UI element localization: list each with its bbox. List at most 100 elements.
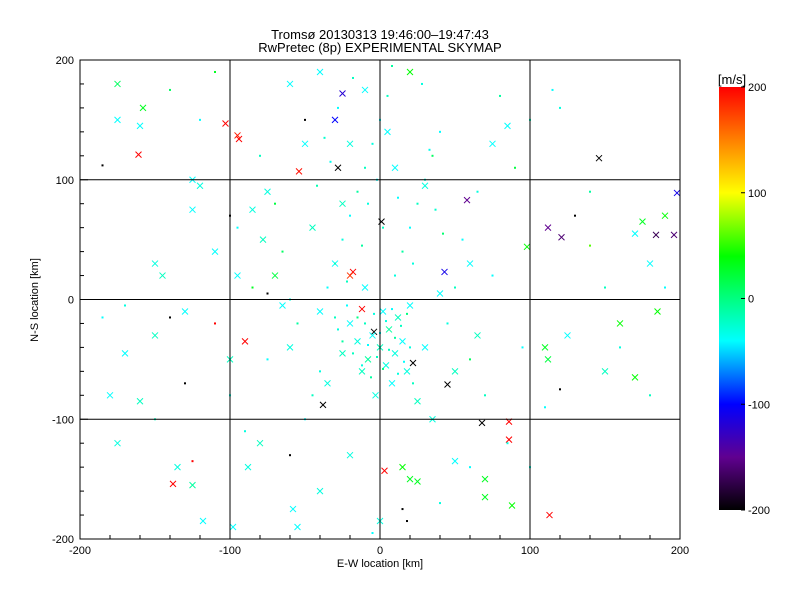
- cross-marker: [286, 80, 294, 88]
- cross-marker: [463, 196, 471, 204]
- cross-marker: [294, 523, 301, 531]
- dot-marker: [334, 262, 336, 265]
- cross-marker: [114, 116, 121, 124]
- dot-marker: [439, 502, 441, 505]
- cross-marker: [309, 224, 316, 232]
- dot-marker: [124, 304, 126, 307]
- cross-marker: [385, 326, 393, 333]
- colorbar-tick-label: 200: [748, 82, 766, 94]
- dot-marker: [506, 442, 509, 445]
- dot-marker: [376, 355, 378, 358]
- dot-marker: [491, 274, 494, 277]
- cross-marker: [121, 350, 129, 357]
- cross-marker: [319, 401, 327, 409]
- dot-marker: [397, 372, 399, 375]
- cross-marker: [256, 439, 264, 447]
- cross-marker: [324, 379, 331, 387]
- cross-marker: [106, 391, 114, 399]
- cross-marker: [136, 397, 144, 405]
- dot-marker: [266, 292, 269, 295]
- cross-marker: [436, 290, 444, 297]
- x-axis-label: E-W location [km]: [337, 558, 423, 570]
- x-tick-label: -200: [69, 545, 91, 557]
- dot-marker: [319, 370, 321, 373]
- colorbar-tick-label: -200: [748, 505, 770, 517]
- dot-marker: [544, 406, 546, 409]
- colorbar: [719, 87, 745, 510]
- cross-marker: [334, 164, 342, 172]
- cross-marker: [391, 350, 399, 357]
- dot-marker: [499, 94, 501, 97]
- cross-marker: [564, 332, 571, 339]
- cross-marker: [346, 320, 354, 327]
- dot-marker: [259, 154, 261, 157]
- cross-marker: [391, 164, 399, 172]
- y-axis-label: N-S location [km]: [29, 258, 41, 342]
- cross-marker: [189, 481, 196, 489]
- dot-marker: [266, 358, 269, 361]
- cross-marker: [235, 135, 243, 143]
- cross-marker: [229, 523, 237, 531]
- cross-marker: [616, 320, 624, 327]
- dot-marker: [274, 202, 276, 205]
- cross-marker: [399, 463, 406, 471]
- dot-marker: [356, 190, 359, 193]
- dot-marker: [326, 286, 329, 289]
- y-tick-label: -100: [52, 414, 74, 426]
- dot-marker: [428, 148, 431, 151]
- dot-marker: [382, 226, 384, 229]
- cross-marker: [244, 463, 252, 471]
- cross-marker: [354, 338, 361, 345]
- cross-marker: [361, 284, 369, 291]
- cross-marker: [271, 272, 279, 279]
- dot-marker: [442, 232, 444, 235]
- dot-marker: [431, 154, 434, 157]
- cross-marker: [346, 451, 354, 459]
- cross-marker: [301, 140, 309, 148]
- x-tick-label: 200: [671, 545, 689, 557]
- cross-marker: [279, 302, 286, 309]
- cross-marker: [399, 338, 406, 345]
- cross-marker: [414, 478, 421, 485]
- dot-marker: [346, 304, 348, 307]
- cross-marker: [595, 154, 603, 162]
- cross-marker: [211, 248, 219, 255]
- dot-marker: [352, 352, 354, 355]
- dot-marker: [169, 88, 171, 91]
- cross-marker: [358, 305, 366, 313]
- x-tick-label: 0: [377, 545, 383, 557]
- cross-marker: [601, 367, 609, 375]
- dot-marker: [559, 106, 561, 109]
- cross-marker: [361, 86, 369, 94]
- cross-marker: [481, 475, 489, 483]
- cross-marker: [652, 231, 660, 239]
- dot-marker: [454, 286, 456, 289]
- cross-marker: [174, 463, 181, 471]
- dot-marker: [349, 214, 351, 217]
- cross-marker: [546, 511, 553, 519]
- cross-marker: [151, 332, 159, 339]
- cross-marker: [151, 260, 159, 267]
- dot-marker: [382, 367, 384, 370]
- dot-marker: [371, 142, 374, 145]
- cross-marker: [241, 338, 249, 345]
- cross-marker: [489, 140, 496, 148]
- dot-marker: [214, 70, 216, 73]
- dot-marker: [304, 118, 306, 121]
- cross-marker: [505, 436, 513, 443]
- cross-marker: [234, 132, 241, 139]
- cross-marker: [421, 182, 429, 190]
- dot-marker: [236, 226, 239, 229]
- colorbar-tick-label: -100: [748, 399, 770, 411]
- dot-marker: [416, 202, 419, 205]
- dot-marker: [434, 208, 437, 211]
- cross-marker: [478, 419, 486, 427]
- cross-marker: [466, 260, 474, 267]
- colorbar-tick-label: 100: [748, 188, 766, 200]
- dot-marker: [101, 164, 104, 167]
- cross-marker: [451, 457, 459, 465]
- y-tick-label: 0: [68, 295, 74, 307]
- cross-marker: [189, 206, 196, 214]
- dot-marker: [401, 250, 404, 253]
- dot-marker: [334, 316, 336, 319]
